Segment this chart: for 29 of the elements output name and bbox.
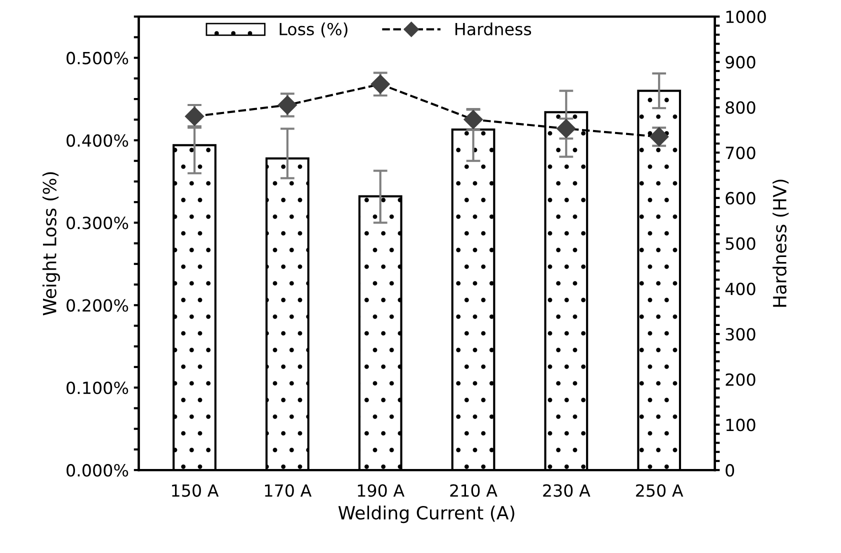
y2-axis-title: Hardness (HV) xyxy=(772,180,789,307)
legend-label: Hardness xyxy=(455,22,532,36)
y2-tick-label: 300 xyxy=(726,328,756,341)
y2-tick-label: 1000 xyxy=(726,10,766,24)
x-tick-label: 210 A xyxy=(450,484,498,497)
y-tick-label: 0.100% xyxy=(66,382,128,394)
y-axis-title: Weight Loss (%) xyxy=(42,172,60,316)
y2-tick-label: 200 xyxy=(726,373,756,386)
y2-tick-label: 600 xyxy=(726,192,756,205)
y-tick-label: 0.000% xyxy=(66,464,128,477)
y2-tick-label: 700 xyxy=(726,146,756,160)
y2-tick-label: 500 xyxy=(726,237,756,250)
x-axis-title: Welding Current (A) xyxy=(338,506,514,524)
x-tick-label: 170 A xyxy=(265,484,312,497)
y-tick-label: 0.400% xyxy=(66,134,128,147)
y-tick-label: 0.200% xyxy=(66,299,128,312)
x-tick-label: 230 A xyxy=(543,484,590,497)
x-tick-label: 250 A xyxy=(636,484,684,497)
y2-tick-label: 0 xyxy=(726,464,734,477)
y2-tick-label: 100 xyxy=(726,418,756,432)
y-tick-label: 0.500% xyxy=(66,52,128,64)
point xyxy=(370,74,390,94)
y2-tick-label: 900 xyxy=(726,56,756,69)
x-tick-label: 190 A xyxy=(358,484,404,497)
y-tick-label: 0.300% xyxy=(66,216,128,230)
x-tick-label: 150 A xyxy=(172,484,219,497)
legend-label: Loss (%) xyxy=(280,22,348,38)
y2-tick-label: 800 xyxy=(726,101,756,114)
y2-tick-label: 400 xyxy=(725,282,756,296)
